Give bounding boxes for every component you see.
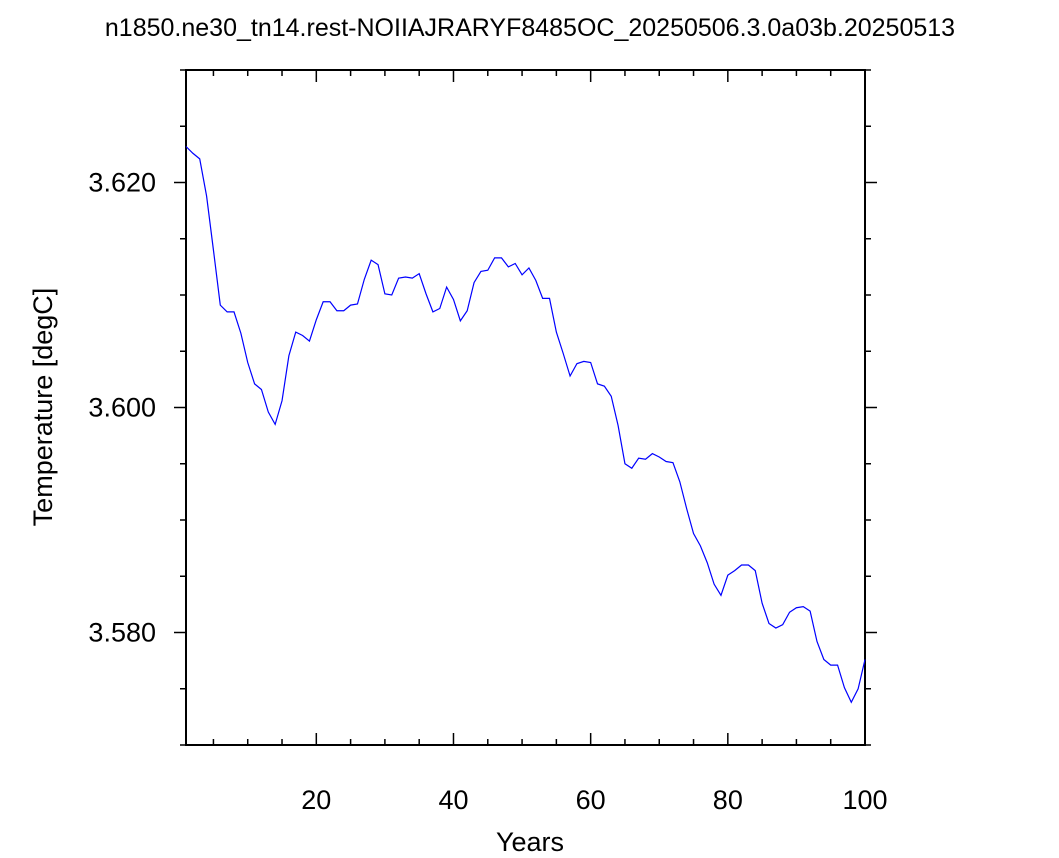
plot-frame bbox=[185, 69, 866, 746]
x-tick-label: 100 bbox=[842, 785, 887, 815]
x-axis-label: Years bbox=[496, 827, 564, 857]
x-tick-label: 80 bbox=[713, 785, 743, 815]
y-axis-label: Temperature [degC] bbox=[28, 288, 58, 527]
x-tick-label: 40 bbox=[438, 785, 468, 815]
x-tick-label: 20 bbox=[301, 785, 331, 815]
x-tick-labels: 20 40 60 80 100 bbox=[301, 785, 887, 815]
y-tick-labels: 3.580 3.600 3.620 bbox=[88, 168, 156, 648]
y-tick-label: 3.580 bbox=[88, 618, 156, 648]
x-tick-label: 60 bbox=[576, 785, 606, 815]
chart-title: n1850.ne30_tn14.rest-NOIIAJRARYF8485OC_2… bbox=[105, 14, 955, 42]
y-tick-label: 3.620 bbox=[88, 168, 156, 198]
y-tick-label: 3.600 bbox=[88, 393, 156, 423]
series-line bbox=[185, 146, 866, 704]
